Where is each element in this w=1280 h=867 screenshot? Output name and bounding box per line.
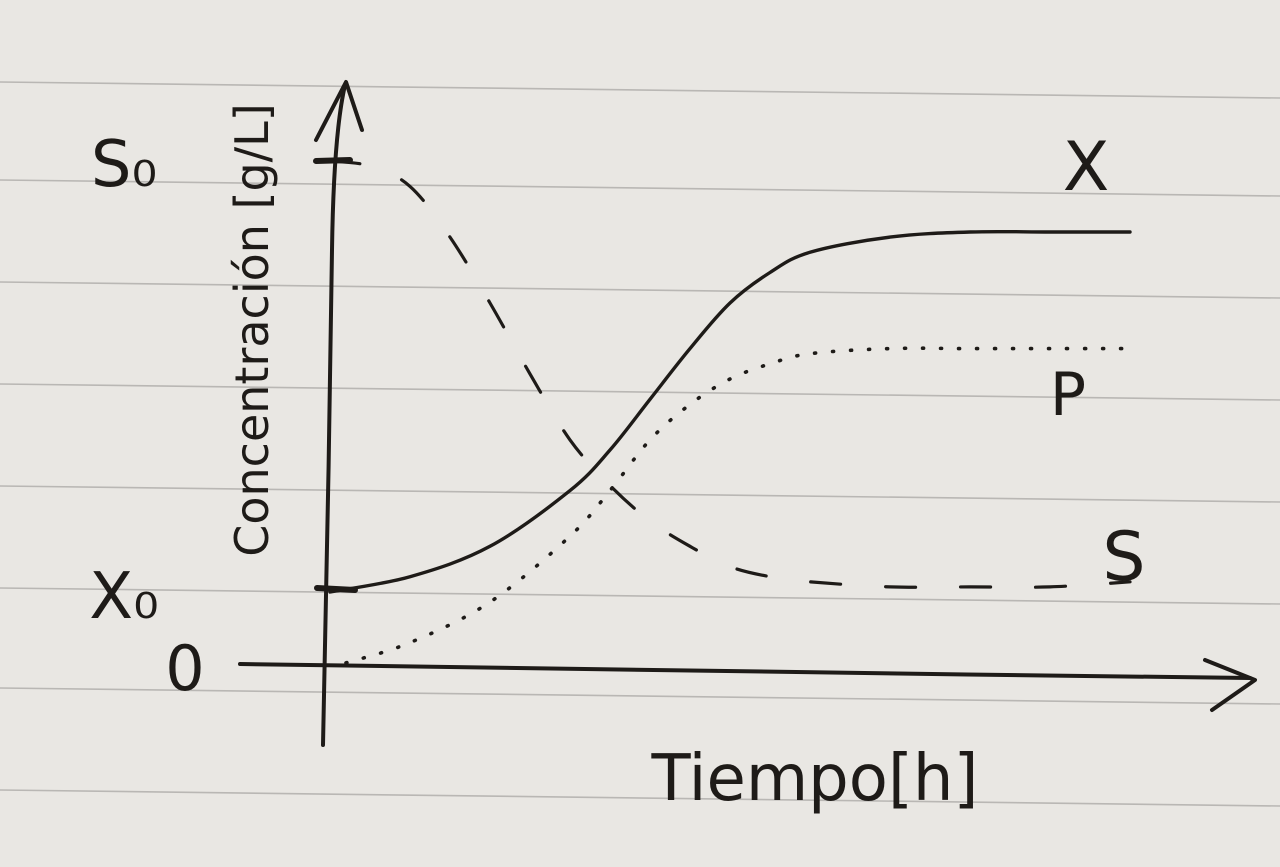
y-tick-label-x0: X₀: [89, 560, 159, 634]
series-line-x: [328, 229, 1132, 594]
series-label-x: X: [1063, 128, 1110, 207]
notebook-ruled-lines: [0, 81, 1280, 807]
y-tick-label-zero: 0: [165, 632, 204, 705]
y-axis-title: Concentración [g/L]: [225, 103, 279, 557]
series-label-p: P: [1050, 360, 1086, 430]
series-line-p: [344, 346, 1132, 665]
x-axis-title: Tiempo[h]: [651, 742, 979, 816]
series-label-s: S: [1102, 518, 1145, 597]
y-axis-arrowhead: [314, 80, 364, 142]
x-axis: [238, 662, 1252, 680]
x-axis-arrowhead: [1203, 658, 1257, 712]
y-axis: [321, 83, 347, 747]
series-line-s: [328, 159, 1132, 589]
y-tick-label-s0: S₀: [91, 128, 157, 202]
